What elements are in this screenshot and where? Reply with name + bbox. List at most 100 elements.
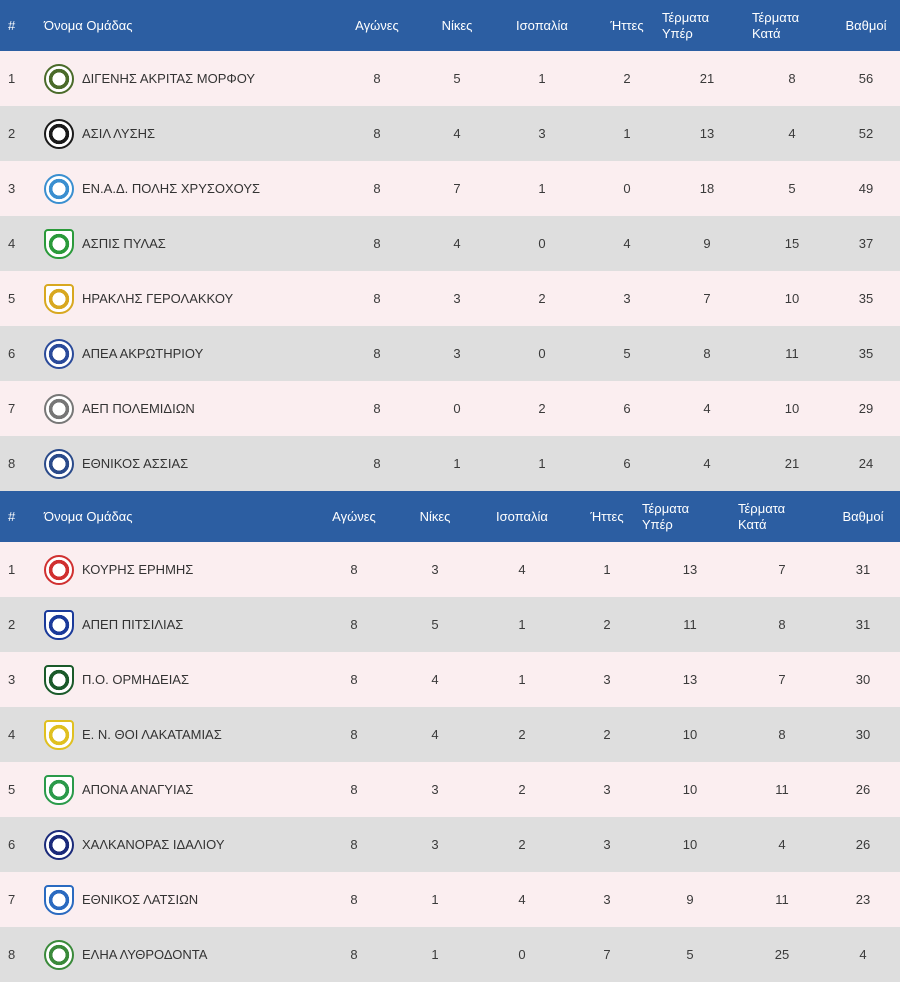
draws-cell: 1	[518, 617, 526, 632]
team-cell[interactable]: ΚΟΥΡΗΣ ΕΡΗΜΗΣ	[42, 542, 310, 597]
goals-for-cell: 10	[682, 727, 698, 742]
team-logo-icon	[44, 63, 74, 94]
team-name[interactable]: ΑΣΙΛ ΛΥΣΗΣ	[82, 126, 156, 141]
team-name[interactable]: ΗΡΑΚΛΗΣ ΓΕΡΟΛΑΚΚΟΥ	[82, 291, 234, 306]
wins-cell: 4	[453, 236, 461, 251]
team-cell[interactable]: ΑΕΠ ΠΟΛΕΜΙΔΙΩΝ	[42, 381, 332, 436]
team-name[interactable]: ΑΣΠΙΣ ΠΥΛΑΣ	[82, 236, 166, 251]
team-logo-icon	[44, 829, 74, 860]
goals-against-line1: Τέρματα	[738, 500, 786, 516]
losses-cell: 3	[603, 892, 611, 907]
points-cell: 35	[858, 291, 874, 306]
team-name[interactable]: Ε. Ν. ΘΟΙ ΛΑΚΑΤΑΜΙΑΣ	[82, 727, 222, 742]
col-header-goals-against: Τέρματα Κατά	[738, 491, 826, 542]
team-name[interactable]: ΕΛΗΑ ΛΥΘΡΟΔΟΝΤΑ	[82, 947, 208, 962]
team-cell[interactable]: ΑΠΕΠ ΠΙΤΣΙΛΙΑΣ	[42, 597, 310, 652]
standings-body-group-2: 1 ΚΟΥΡΗΣ ΕΡΗΜΗΣ 8 3 4 1 13 7 31 2 ΑΠΕΠ ΠΙΤΣΙΛΙΑΣ 8 5…	[0, 542, 900, 982]
team-link[interactable]: ΕΘΝΙΚΟΣ ΛΑΤΣΙΩΝ	[44, 884, 310, 915]
team-name[interactable]: ΕΘΝΙΚΟΣ ΑΣΣΙΑΣ	[82, 456, 189, 471]
played-cell: 8	[350, 892, 358, 907]
team-link[interactable]: ΑΣΠΙΣ ΠΥΛΑΣ	[44, 228, 332, 259]
points-cell: 24	[858, 456, 874, 471]
team-cell[interactable]: ΑΣΙΛ ΛΥΣΗΣ	[42, 106, 332, 161]
col-header-wins: Νίκες	[441, 17, 473, 33]
draws-cell: 1	[538, 456, 546, 471]
team-cell[interactable]: ΑΣΠΙΣ ΠΥΛΑΣ	[42, 216, 332, 271]
position-cell: 1	[8, 562, 16, 577]
team-cell[interactable]: ΕΛΗΑ ΛΥΘΡΟΔΟΝΤΑ	[42, 927, 310, 982]
played-cell: 8	[350, 727, 358, 742]
team-link[interactable]: ΕΝ.Α.Δ. ΠΟΛΗΣ ΧΡΥΣΟΧΟΥΣ	[44, 173, 332, 204]
draws-cell: 0	[518, 947, 526, 962]
team-cell[interactable]: ΑΠΕΑ ΑΚΡΩΤΗΡΙΟΥ	[42, 326, 332, 381]
team-name[interactable]: ΕΘΝΙΚΟΣ ΛΑΤΣΙΩΝ	[82, 892, 199, 907]
team-link[interactable]: ΚΟΥΡΗΣ ΕΡΗΜΗΣ	[44, 554, 310, 585]
losses-cell: 1	[623, 126, 631, 141]
team-link[interactable]: ΑΠΕΠ ΠΙΤΣΙΛΙΑΣ	[44, 609, 310, 640]
team-name[interactable]: ΚΟΥΡΗΣ ΕΡΗΜΗΣ	[82, 562, 194, 577]
team-link[interactable]: ΑΠΕΑ ΑΚΡΩΤΗΡΙΟΥ	[44, 338, 332, 369]
team-name[interactable]: ΧΑΛΚΑΝΟΡΑΣ ΙΔΑΛΙΟΥ	[82, 837, 225, 852]
team-cell[interactable]: ΔΙΓΕΝΗΣ ΑΚΡΙΤΑΣ ΜΟΡΦΟΥ	[42, 51, 332, 106]
team-link[interactable]: Ε. Ν. ΘΟΙ ΛΑΚΑΤΑΜΙΑΣ	[44, 719, 310, 750]
goals-against-line2: Κατά	[738, 516, 767, 532]
position-cell: 4	[8, 727, 16, 742]
team-link[interactable]: ΑΣΙΛ ΛΥΣΗΣ	[44, 118, 332, 149]
team-cell[interactable]: ΗΡΑΚΛΗΣ ΓΕΡΟΛΑΚΚΟΥ	[42, 271, 332, 326]
col-header-losses: Ήττες	[610, 17, 644, 33]
team-name[interactable]: Π.Ο. ΟΡΜΗΔΕΙΑΣ	[82, 672, 190, 687]
team-cell[interactable]: Ε. Ν. ΘΟΙ ΛΑΚΑΤΑΜΙΑΣ	[42, 707, 310, 762]
goals-against-line1: Τέρματα	[752, 9, 800, 25]
team-cell[interactable]: ΧΑΛΚΑΝΟΡΑΣ ΙΔΑΛΙΟΥ	[42, 817, 310, 872]
draws-cell: 2	[518, 837, 526, 852]
team-name[interactable]: ΔΙΓΕΝΗΣ ΑΚΡΙΤΑΣ ΜΟΡΦΟΥ	[82, 71, 256, 86]
points-cell: 29	[858, 401, 874, 416]
team-link[interactable]: ΧΑΛΚΑΝΟΡΑΣ ΙΔΑΛΙΟΥ	[44, 829, 310, 860]
team-link[interactable]: ΕΘΝΙΚΟΣ ΑΣΣΙΑΣ	[44, 448, 332, 479]
losses-cell: 1	[603, 562, 611, 577]
wins-cell: 3	[431, 562, 439, 577]
goals-for-cell: 7	[703, 291, 711, 306]
team-cell[interactable]: ΑΠΟΝΑ ΑΝΑΓΥΙΑΣ	[42, 762, 310, 817]
team-name[interactable]: ΑΕΠ ΠΟΛΕΜΙΔΙΩΝ	[82, 401, 195, 416]
wins-cell: 3	[431, 782, 439, 797]
team-link[interactable]: ΑΠΟΝΑ ΑΝΑΓΥΙΑΣ	[44, 774, 310, 805]
team-link[interactable]: ΗΡΑΚΛΗΣ ΓΕΡΟΛΑΚΚΟΥ	[44, 283, 332, 314]
team-name[interactable]: ΑΠΕΑ ΑΚΡΩΤΗΡΙΟΥ	[82, 346, 204, 361]
losses-cell: 2	[603, 617, 611, 632]
position-cell: 4	[8, 236, 16, 251]
goals-for-cell: 18	[699, 181, 715, 196]
position-cell: 5	[8, 782, 16, 797]
played-cell: 8	[350, 562, 358, 577]
team-name[interactable]: ΑΠΟΝΑ ΑΝΑΓΥΙΑΣ	[82, 782, 194, 797]
draws-cell: 1	[538, 181, 546, 196]
team-logo-icon	[44, 719, 74, 750]
played-cell: 8	[373, 291, 381, 306]
team-link[interactable]: Π.Ο. ΟΡΜΗΔΕΙΑΣ	[44, 664, 310, 695]
team-name[interactable]: ΕΝ.Α.Δ. ΠΟΛΗΣ ΧΡΥΣΟΧΟΥΣ	[82, 181, 261, 196]
goals-against-cell: 10	[784, 291, 800, 306]
team-link[interactable]: ΑΕΠ ΠΟΛΕΜΙΔΙΩΝ	[44, 393, 332, 424]
team-link[interactable]: ΔΙΓΕΝΗΣ ΑΚΡΙΤΑΣ ΜΟΡΦΟΥ	[44, 63, 332, 94]
team-link[interactable]: ΕΛΗΑ ΛΥΘΡΟΔΟΝΤΑ	[44, 939, 310, 970]
wins-cell: 5	[431, 617, 439, 632]
points-cell: 30	[855, 672, 871, 687]
team-cell[interactable]: ΕΘΝΙΚΟΣ ΑΣΣΙΑΣ	[42, 436, 332, 491]
points-cell: 37	[858, 236, 874, 251]
losses-cell: 3	[603, 782, 611, 797]
goals-against-cell: 5	[788, 181, 796, 196]
team-cell[interactable]: ΕΝ.Α.Δ. ΠΟΛΗΣ ΧΡΥΣΟΧΟΥΣ	[42, 161, 332, 216]
table-row: 5 ΗΡΑΚΛΗΣ ΓΕΡΟΛΑΚΚΟΥ 8 3 2 3 7 10 35	[0, 271, 900, 326]
goals-for-cell: 9	[703, 236, 711, 251]
team-name[interactable]: ΑΠΕΠ ΠΙΤΣΙΛΙΑΣ	[82, 617, 184, 632]
goals-for-cell: 21	[699, 71, 715, 86]
played-cell: 8	[373, 346, 381, 361]
table-row: 7 ΑΕΠ ΠΟΛΕΜΙΔΙΩΝ 8 0 2 6 4 10 29	[0, 381, 900, 436]
goals-against-cell: 8	[788, 71, 796, 86]
team-cell[interactable]: ΕΘΝΙΚΟΣ ΛΑΤΣΙΩΝ	[42, 872, 310, 927]
team-cell[interactable]: Π.Ο. ΟΡΜΗΔΕΙΑΣ	[42, 652, 310, 707]
table-row: 3 Π.Ο. ΟΡΜΗΔΕΙΑΣ 8 4 1 3 13 7 30	[0, 652, 900, 707]
position-cell: 7	[8, 892, 16, 907]
goals-for-cell: 9	[686, 892, 694, 907]
table-row: 8 ΕΛΗΑ ΛΥΘΡΟΔΟΝΤΑ 8 1 0 7 5 25 4	[0, 927, 900, 982]
